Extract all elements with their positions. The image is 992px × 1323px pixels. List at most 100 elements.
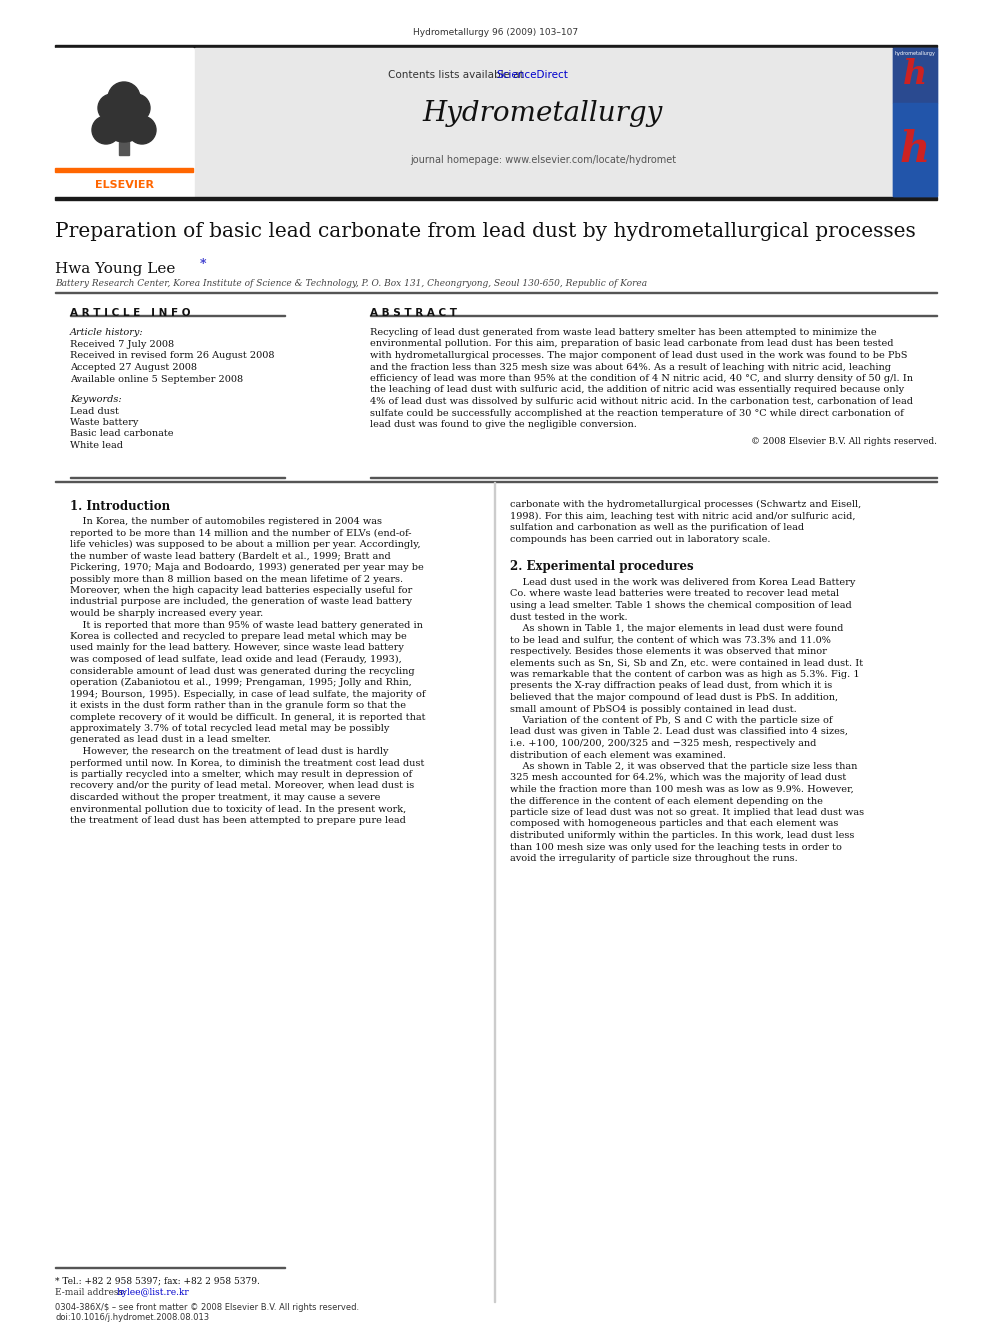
Text: However, the research on the treatment of lead dust is hardly: However, the research on the treatment o…: [70, 747, 389, 755]
Text: environmental pollution due to toxicity of lead. In the present work,: environmental pollution due to toxicity …: [70, 804, 407, 814]
Text: dust tested in the work.: dust tested in the work.: [510, 613, 628, 622]
Text: As shown in Table 2, it was observed that the particle size less than: As shown in Table 2, it was observed tha…: [510, 762, 857, 771]
Bar: [55, 48, 193, 196]
Text: presents the X-ray diffraction peaks of lead dust, from which it is: presents the X-ray diffraction peaks of …: [510, 681, 832, 691]
Text: As shown in Table 1, the major elements in lead dust were found: As shown in Table 1, the major elements …: [510, 624, 843, 632]
Text: A R T I C L E   I N F O: A R T I C L E I N F O: [70, 308, 190, 318]
Text: 4% of lead dust was dissolved by sulfuric acid without nitric acid. In the carbo: 4% of lead dust was dissolved by sulfuri…: [370, 397, 913, 406]
Text: respectively. Besides those elements it was observed that minor: respectively. Besides those elements it …: [510, 647, 827, 656]
Text: using a lead smelter. Table 1 shows the chemical composition of lead: using a lead smelter. Table 1 shows the …: [510, 601, 852, 610]
Bar: [119, 115, 129, 155]
Text: carbonate with the hydrometallurgical processes (Schwartz and Eisell,: carbonate with the hydrometallurgical pr…: [510, 500, 861, 509]
Text: possibly more than 8 million based on the mean lifetime of 2 years.: possibly more than 8 million based on th…: [70, 574, 403, 583]
Text: is partially recycled into a smelter, which may result in depression of: is partially recycled into a smelter, wh…: [70, 770, 412, 779]
Text: ScienceDirect: ScienceDirect: [496, 70, 567, 79]
Text: Received 7 July 2008: Received 7 July 2008: [70, 340, 175, 349]
Text: discarded without the proper treatment, it may cause a severe: discarded without the proper treatment, …: [70, 792, 380, 802]
Text: complete recovery of it would be difficult. In general, it is reported that: complete recovery of it would be difficu…: [70, 713, 426, 721]
Text: Korea is collected and recycled to prepare lead metal which may be: Korea is collected and recycled to prepa…: [70, 632, 407, 642]
Text: Lead dust used in the work was delivered from Korea Lead Battery: Lead dust used in the work was delivered…: [510, 578, 855, 587]
Text: Battery Research Center, Korea Institute of Science & Technology, P. O. Box 131,: Battery Research Center, Korea Institute…: [55, 279, 647, 288]
Text: Hwa Young Lee: Hwa Young Lee: [55, 262, 181, 277]
Text: lead dust was given in Table 2. Lead dust was classified into 4 sizes,: lead dust was given in Table 2. Lead dus…: [510, 728, 848, 737]
Bar: [55, 168, 193, 172]
Circle shape: [128, 116, 156, 144]
Text: performed until now. In Korea, to diminish the treatment cost lead dust: performed until now. In Korea, to dimini…: [70, 758, 425, 767]
Circle shape: [108, 82, 140, 114]
Text: Moreover, when the high capacity lead batteries especially useful for: Moreover, when the high capacity lead ba…: [70, 586, 413, 595]
Text: it exists in the dust form rather than in the granule form so that the: it exists in the dust form rather than i…: [70, 701, 406, 710]
Text: reported to be more than 14 million and the number of ELVs (end-of-: reported to be more than 14 million and …: [70, 528, 412, 537]
Text: *: *: [200, 258, 206, 271]
Text: efficiency of lead was more than 95% at the condition of 4 N nitric acid, 40 °C,: efficiency of lead was more than 95% at …: [370, 374, 913, 382]
Bar: [55, 45, 937, 48]
Text: journal homepage: www.elsevier.com/locate/hydromet: journal homepage: www.elsevier.com/locat…: [410, 155, 677, 165]
Bar: [893, 48, 937, 103]
Text: ELSEVIER: ELSEVIER: [94, 180, 154, 191]
Text: with hydrometallurgical processes. The major component of lead dust used in the : with hydrometallurgical processes. The m…: [370, 351, 908, 360]
Text: small amount of PbSO4 is possibly contained in lead dust.: small amount of PbSO4 is possibly contai…: [510, 705, 797, 713]
Text: industrial purpose are included, the generation of waste lead battery: industrial purpose are included, the gen…: [70, 598, 412, 606]
Text: Accepted 27 August 2008: Accepted 27 August 2008: [70, 363, 197, 372]
Text: A B S T R A C T: A B S T R A C T: [370, 308, 457, 318]
Text: the difference in the content of each element depending on the: the difference in the content of each el…: [510, 796, 823, 806]
Text: operation (Zabaniotou et al., 1999; Prengaman, 1995; Jolly and Rhin,: operation (Zabaniotou et al., 1999; Pren…: [70, 677, 412, 687]
Text: 1994; Bourson, 1995). Especially, in case of lead sulfate, the majority of: 1994; Bourson, 1995). Especially, in cas…: [70, 689, 426, 699]
Text: distribution of each element was examined.: distribution of each element was examine…: [510, 750, 726, 759]
Text: h: h: [900, 130, 930, 171]
Text: life vehicles) was supposed to be about a million per year. Accordingly,: life vehicles) was supposed to be about …: [70, 540, 421, 549]
Text: lead dust was found to give the negligible conversion.: lead dust was found to give the negligib…: [370, 419, 637, 429]
Text: while the fraction more than 100 mesh was as low as 9.9%. However,: while the fraction more than 100 mesh wa…: [510, 785, 854, 794]
Text: sulfation and carbonation as well as the purification of lead: sulfation and carbonation as well as the…: [510, 523, 805, 532]
Text: generated as lead dust in a lead smelter.: generated as lead dust in a lead smelter…: [70, 736, 271, 745]
Text: believed that the major compound of lead dust is PbS. In addition,: believed that the major compound of lead…: [510, 693, 838, 703]
Text: i.e. +100, 100/200, 200/325 and −325 mesh, respectively and: i.e. +100, 100/200, 200/325 and −325 mes…: [510, 740, 816, 747]
Text: Lead dust: Lead dust: [70, 406, 119, 415]
Text: Recycling of lead dust generated from waste lead battery smelter has been attemp: Recycling of lead dust generated from wa…: [370, 328, 877, 337]
Bar: [893, 48, 937, 196]
Text: the leaching of lead dust with sulfuric acid, the addition of nitric acid was es: the leaching of lead dust with sulfuric …: [370, 385, 904, 394]
Text: 1998). For this aim, leaching test with nitric acid and/or sulfuric acid,: 1998). For this aim, leaching test with …: [510, 512, 855, 521]
Text: the number of waste lead battery (Bardelt et al., 1999; Bratt and: the number of waste lead battery (Bardel…: [70, 552, 391, 561]
Text: Co. where waste lead batteries were treated to recover lead metal: Co. where waste lead batteries were trea…: [510, 590, 839, 598]
Text: Hydrometallurgy 96 (2009) 103–107: Hydrometallurgy 96 (2009) 103–107: [414, 28, 578, 37]
Bar: [195, 48, 892, 196]
Text: Preparation of basic lead carbonate from lead dust by hydrometallurgical process: Preparation of basic lead carbonate from…: [55, 222, 916, 241]
Text: doi:10.1016/j.hydromet.2008.08.013: doi:10.1016/j.hydromet.2008.08.013: [55, 1312, 209, 1322]
Circle shape: [98, 94, 126, 122]
Text: Variation of the content of Pb, S and C with the particle size of: Variation of the content of Pb, S and C …: [510, 716, 832, 725]
Text: distributed uniformly within the particles. In this work, lead dust less: distributed uniformly within the particl…: [510, 831, 854, 840]
Text: Available online 5 September 2008: Available online 5 September 2008: [70, 374, 243, 384]
Text: than 100 mesh size was only used for the leaching tests in order to: than 100 mesh size was only used for the…: [510, 843, 842, 852]
Text: was composed of lead sulfate, lead oxide and lead (Feraudy, 1993),: was composed of lead sulfate, lead oxide…: [70, 655, 402, 664]
Text: White lead: White lead: [70, 441, 123, 450]
Text: approximately 3.7% of total recycled lead metal may be possibly: approximately 3.7% of total recycled lea…: [70, 724, 390, 733]
Text: It is reported that more than 95% of waste lead battery generated in: It is reported that more than 95% of was…: [70, 620, 423, 630]
Text: 0304-386X/$ – see front matter © 2008 Elsevier B.V. All rights reserved.: 0304-386X/$ – see front matter © 2008 El…: [55, 1303, 359, 1312]
Text: In Korea, the number of automobiles registered in 2004 was: In Korea, the number of automobiles regi…: [70, 517, 382, 527]
Text: avoid the irregularity of particle size throughout the runs.: avoid the irregularity of particle size …: [510, 855, 798, 863]
Text: would be sharply increased every year.: would be sharply increased every year.: [70, 609, 263, 618]
Text: Contents lists available at: Contents lists available at: [388, 70, 527, 79]
Text: Hydrometallurgy: Hydrometallurgy: [423, 101, 663, 127]
Text: composed with homogeneous particles and that each element was: composed with homogeneous particles and …: [510, 819, 838, 828]
Bar: [893, 103, 937, 196]
Text: 325 mesh accounted for 64.2%, which was the majority of lead dust: 325 mesh accounted for 64.2%, which was …: [510, 774, 846, 782]
Circle shape: [122, 94, 150, 122]
Text: * Tel.: +82 2 958 5397; fax: +82 2 958 5379.: * Tel.: +82 2 958 5397; fax: +82 2 958 5…: [55, 1275, 260, 1285]
Text: was remarkable that the content of carbon was as high as 5.3%. Fig. 1: was remarkable that the content of carbo…: [510, 669, 860, 679]
Text: E-mail address:: E-mail address:: [55, 1289, 129, 1297]
Text: to be lead and sulfur, the content of which was 73.3% and 11.0%: to be lead and sulfur, the content of wh…: [510, 635, 831, 644]
Text: Pickering, 1970; Maja and Bodoardo, 1993) generated per year may be: Pickering, 1970; Maja and Bodoardo, 1993…: [70, 564, 424, 572]
Circle shape: [92, 116, 120, 144]
Text: 2. Experimental procedures: 2. Experimental procedures: [510, 560, 693, 573]
Text: © 2008 Elsevier B.V. All rights reserved.: © 2008 Elsevier B.V. All rights reserved…: [751, 437, 937, 446]
Text: 1. Introduction: 1. Introduction: [70, 500, 170, 513]
Text: sulfate could be successfully accomplished at the reaction temperature of 30 °C : sulfate could be successfully accomplish…: [370, 409, 904, 418]
Text: hydrometallurgy: hydrometallurgy: [895, 50, 935, 56]
Circle shape: [102, 98, 146, 142]
Text: and the fraction less than 325 mesh size was about 64%. As a result of leaching : and the fraction less than 325 mesh size…: [370, 363, 891, 372]
Text: Keywords:: Keywords:: [70, 394, 122, 404]
Text: compounds has been carried out in laboratory scale.: compounds has been carried out in labora…: [510, 534, 771, 544]
Text: Waste battery: Waste battery: [70, 418, 138, 427]
